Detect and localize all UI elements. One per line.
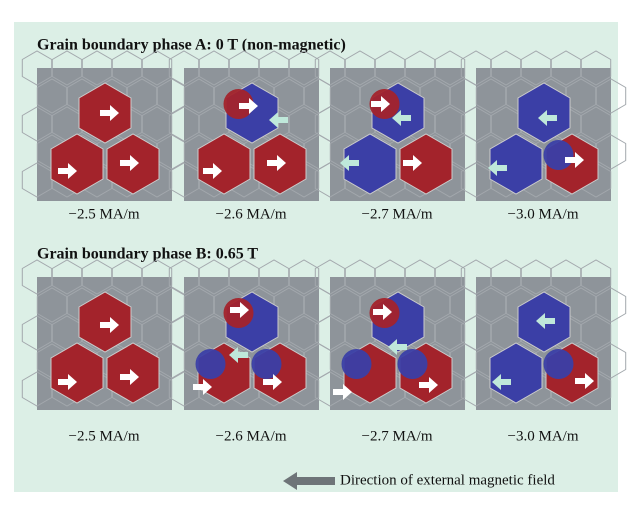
caption: −3.0 MA/m xyxy=(508,206,579,222)
caption: −2.6 MA/m xyxy=(216,428,287,444)
domain xyxy=(544,349,574,379)
domain xyxy=(342,349,372,379)
snapshot xyxy=(315,51,479,201)
caption: −2.5 MA/m xyxy=(69,428,140,444)
snapshot xyxy=(22,260,186,410)
section-title: Grain boundary phase B: 0.65 T xyxy=(37,246,258,263)
snapshot xyxy=(461,51,625,201)
domain xyxy=(398,349,428,379)
caption: −2.7 MA/m xyxy=(362,428,433,444)
snapshot xyxy=(169,260,333,410)
snapshot xyxy=(22,51,186,201)
domain xyxy=(196,349,226,379)
domain xyxy=(544,140,574,170)
caption: −2.7 MA/m xyxy=(362,206,433,222)
snapshot xyxy=(315,260,479,410)
section-title: Grain boundary phase A: 0 T (non-magneti… xyxy=(37,37,346,54)
domain xyxy=(252,349,282,379)
legend-text: Direction of external magnetic field xyxy=(340,472,555,488)
figure: Grain boundary phase A: 0 T (non-magneti… xyxy=(0,0,632,515)
snapshot xyxy=(461,260,625,410)
caption: −2.6 MA/m xyxy=(216,206,287,222)
caption: −2.5 MA/m xyxy=(69,206,140,222)
snapshot xyxy=(169,51,333,201)
caption: −3.0 MA/m xyxy=(508,428,579,444)
